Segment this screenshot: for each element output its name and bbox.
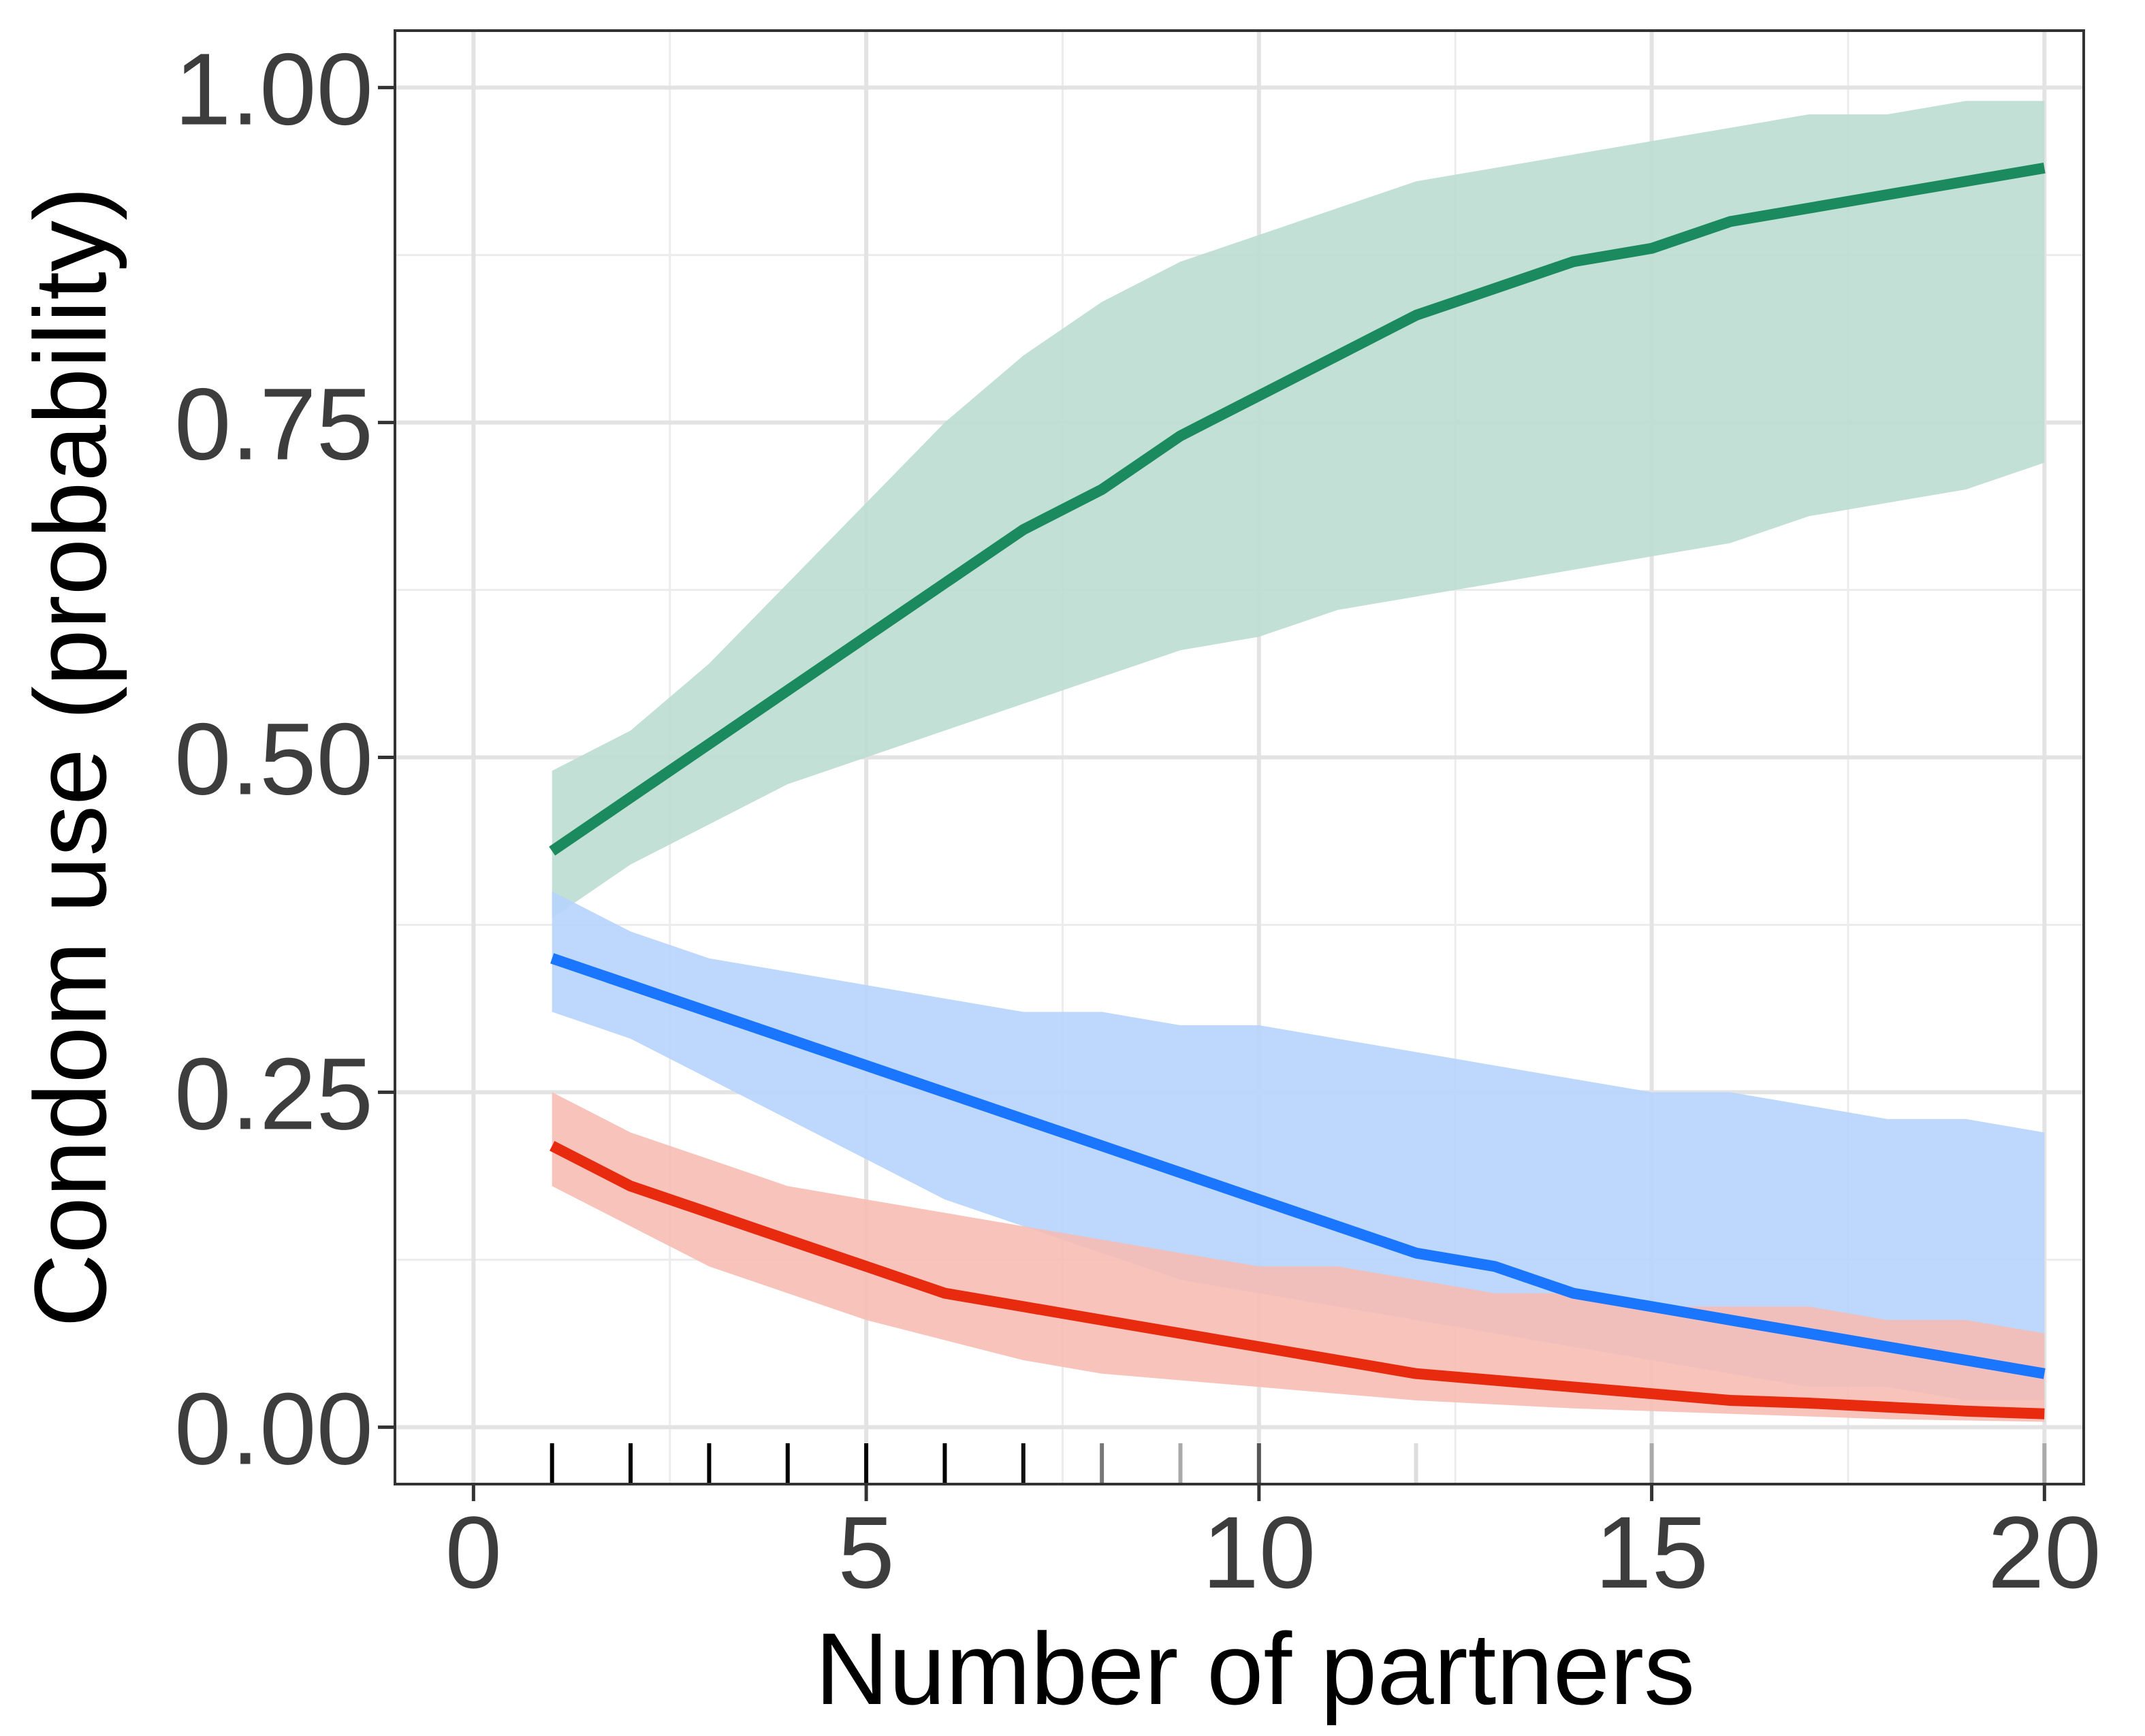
fitted-lines [549,162,2046,1419]
y-axis: 0.00 0.25 0.50 0.75 1.00 [174,32,395,1485]
fitted-line-2 [550,953,2046,1379]
rug-marks [550,1443,2047,1483]
y-tick-label: 0.25 [174,1036,373,1151]
confidence-bands [552,101,2045,1422]
y-tick-label: 0.50 [174,702,373,816]
y-tick-label: 0.75 [174,367,373,481]
x-axis-title: Number of partners [815,1611,1695,1726]
x-tick-label: 20 [1988,1495,2101,1609]
plot-panel [394,29,2085,1485]
fitted-line-1 [549,162,2046,856]
x-tick-label: 0 [445,1495,502,1609]
x-tick-label: 5 [838,1495,894,1609]
x-tick-label: 10 [1202,1495,1316,1609]
confidence-band-2 [552,891,2045,1400]
confidence-band-3 [552,1092,2045,1422]
x-axis: 0 5 10 15 20 [445,1484,2101,1609]
y-tick-label: 1.00 [174,32,373,146]
x-tick-label: 15 [1595,1495,1709,1609]
y-tick-label: 0.00 [174,1371,373,1485]
y-axis-title: Condom use (probability) [13,187,127,1328]
fitted-line-3 [550,1140,2045,1419]
confidence-band-1 [552,101,2045,918]
